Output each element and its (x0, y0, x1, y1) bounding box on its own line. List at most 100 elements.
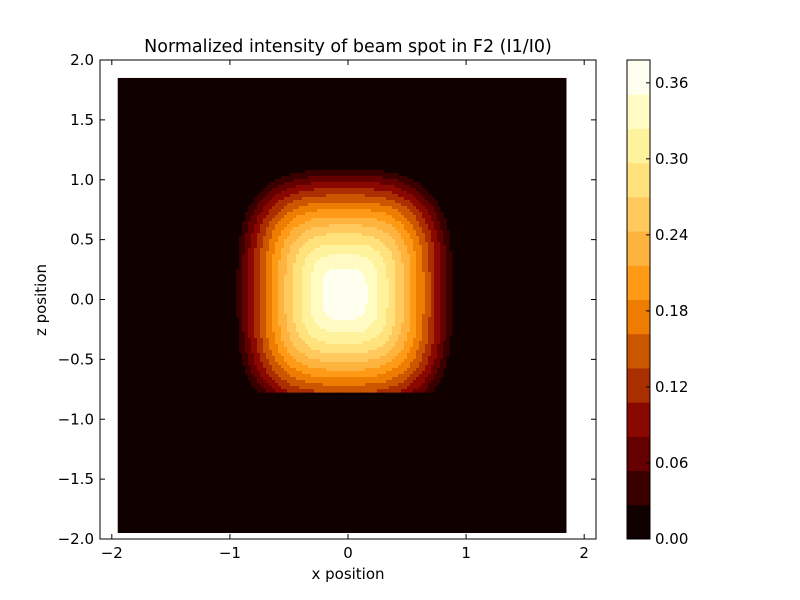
contour-cell (353, 377, 357, 381)
contour-cell (383, 188, 387, 192)
contour-cell (326, 224, 330, 228)
contour-cell (422, 365, 426, 369)
contour-cell (329, 305, 333, 309)
contour-cell (266, 251, 270, 255)
contour-cell (374, 332, 378, 336)
contour-cell (437, 287, 441, 291)
contour-cell (248, 254, 252, 258)
contour-cell (308, 263, 312, 267)
contour-cell (404, 353, 408, 357)
contour-cell (314, 248, 318, 252)
contour-cell (344, 317, 348, 321)
contour-cell (296, 347, 300, 351)
contour-cell (416, 260, 420, 264)
contour-cell (437, 341, 441, 345)
contour-cell (260, 290, 264, 294)
contour-cell (287, 254, 291, 258)
contour-cell (308, 242, 312, 246)
contour-cell (389, 206, 393, 210)
contour-cell (242, 335, 246, 339)
contour-cell (323, 338, 327, 342)
contour-cell (419, 248, 423, 252)
contour-cell (290, 323, 294, 327)
colorbar-segment (627, 94, 650, 129)
contour-cell (320, 335, 324, 339)
contour-cell (242, 263, 246, 267)
contour-cell (434, 212, 438, 216)
contour-cell (257, 356, 261, 360)
contour-cell (425, 260, 429, 264)
contour-cell (302, 176, 306, 180)
contour-cell (449, 293, 453, 297)
contour-cell (395, 248, 399, 252)
contour-cell (338, 170, 342, 174)
contour-cell (377, 275, 381, 279)
contour-cell (314, 251, 318, 255)
contour-cell (317, 173, 321, 177)
contour-cell (314, 212, 318, 216)
contour-cell (428, 221, 432, 225)
contour-cell (272, 212, 276, 216)
contour-cell (383, 215, 387, 219)
contour-cell (329, 359, 333, 363)
contour-cell (362, 212, 366, 216)
contour-cell (404, 197, 408, 201)
contour-cell (404, 347, 408, 351)
contour-cell (293, 260, 297, 264)
contour-cell (353, 314, 357, 318)
contour-cell (449, 314, 453, 318)
contour-cell (407, 317, 411, 321)
contour-cell (320, 233, 324, 237)
contour-cell (410, 371, 414, 375)
contour-cell (302, 389, 306, 393)
contour-cell (278, 362, 282, 366)
contour-cell (320, 362, 324, 366)
contour-cell (422, 254, 426, 258)
contour-cell (335, 314, 339, 318)
contour-cell (305, 305, 309, 309)
contour-cell (371, 194, 375, 198)
contour-cell (404, 272, 408, 276)
contour-cell (356, 359, 360, 363)
contour-cell (371, 296, 375, 300)
contour-cell (341, 266, 345, 270)
contour-cell (365, 269, 369, 273)
contour-cell (257, 230, 261, 234)
contour-cell (392, 251, 396, 255)
contour-cell (428, 377, 432, 381)
contour-cell (434, 275, 438, 279)
contour-cell (332, 332, 336, 336)
contour-cell (368, 317, 372, 321)
contour-cell (389, 386, 393, 390)
contour-cell (386, 350, 390, 354)
contour-cell (275, 224, 279, 228)
contour-cell (308, 257, 312, 261)
contour-cell (278, 233, 282, 237)
contour-cell (314, 290, 318, 294)
contour-cell (326, 239, 330, 243)
contour-cell (317, 308, 321, 312)
contour-cell (296, 374, 300, 378)
contour-cell (422, 344, 426, 348)
contour-cell (305, 170, 309, 174)
contour-cell (269, 389, 273, 393)
contour-cell (398, 269, 402, 273)
contour-cell (428, 248, 432, 252)
contour-cell (347, 302, 351, 306)
contour-cell (308, 299, 312, 303)
contour-cell (350, 335, 354, 339)
contour-cell (443, 284, 447, 288)
contour-cell (272, 266, 276, 270)
contour-cell (401, 179, 405, 183)
contour-cell (356, 179, 360, 183)
contour-cell (281, 320, 285, 324)
contour-cell (377, 176, 381, 180)
contour-cell (431, 368, 435, 372)
contour-cell (266, 314, 270, 318)
contour-cell (308, 173, 312, 177)
contour-cell (281, 278, 285, 282)
contour-cell (347, 380, 351, 384)
contour-cell (398, 299, 402, 303)
contour-cell (317, 218, 321, 222)
contour-cell (353, 185, 357, 189)
